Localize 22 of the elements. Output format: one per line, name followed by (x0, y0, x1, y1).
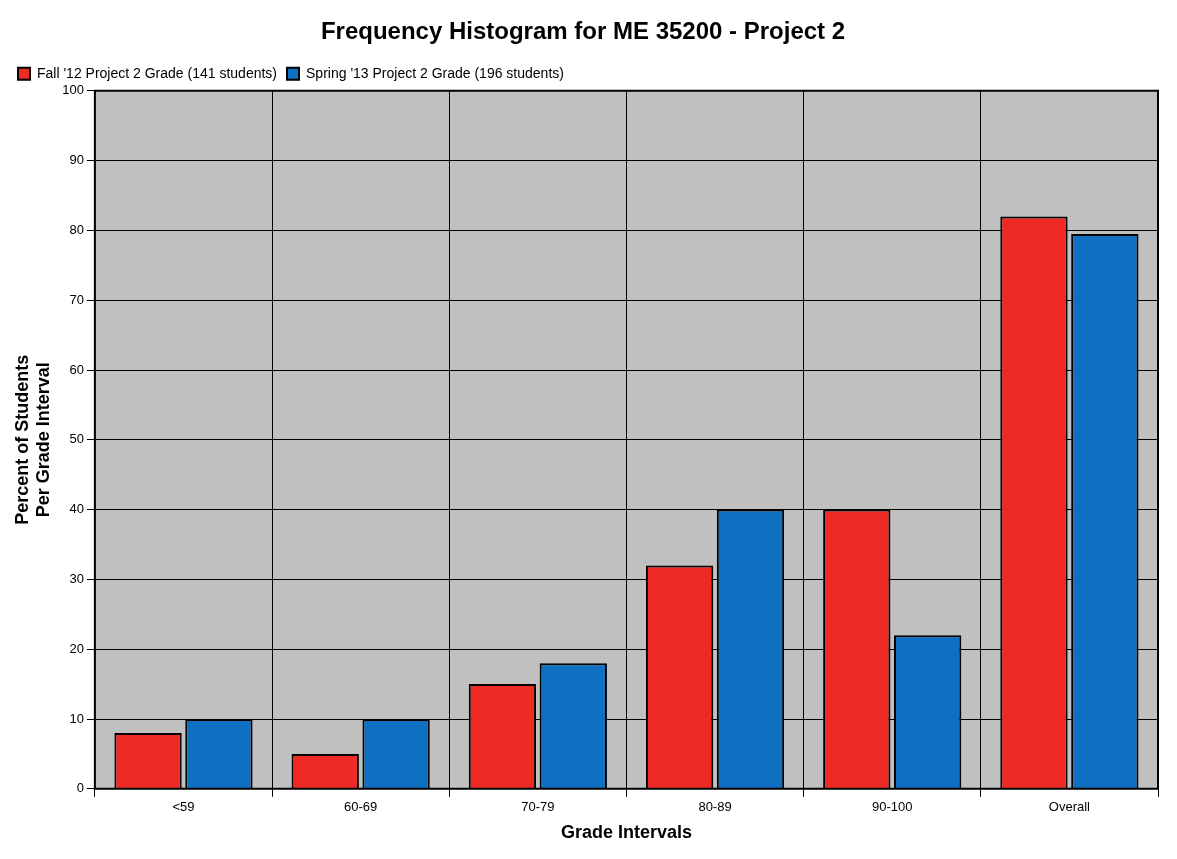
x-tick-label: Overall (1048, 799, 1091, 815)
y-tick-label: 50 (69, 431, 84, 447)
x-axis-title: Grade Intervals (560, 822, 692, 843)
chart-title: Frequency Histogram for ME 35200 - Project 2 (320, 17, 846, 45)
y-tick-label: 70 (69, 291, 84, 307)
y-tick-label: 30 (69, 570, 84, 586)
legend-label: Fall '12 Project 2 Grade (141 students) (37, 64, 278, 81)
legend-label: Spring '13 Project 2 Grade (196 students) (306, 64, 564, 81)
x-tick-label: 60-69 (344, 799, 378, 815)
y-tick-label: 100 (62, 82, 84, 98)
y-tick-label: 0 (76, 780, 84, 796)
x-tick-label: 70-79 (521, 799, 555, 815)
y-tick-label: 40 (69, 501, 84, 517)
x-tick-label: 90-100 (871, 799, 913, 815)
y-axis-title: Percent of Students Per Grade Interval (11, 354, 54, 525)
y-tick-label: 10 (69, 710, 84, 726)
y-tick-label: 60 (69, 361, 84, 377)
x-tick-label: 80-89 (698, 799, 732, 815)
y-tick-label: 90 (69, 152, 84, 168)
y-tick-label: 20 (69, 640, 84, 656)
y-tick-label: 80 (69, 221, 84, 237)
x-tick-label: <59 (172, 799, 195, 815)
